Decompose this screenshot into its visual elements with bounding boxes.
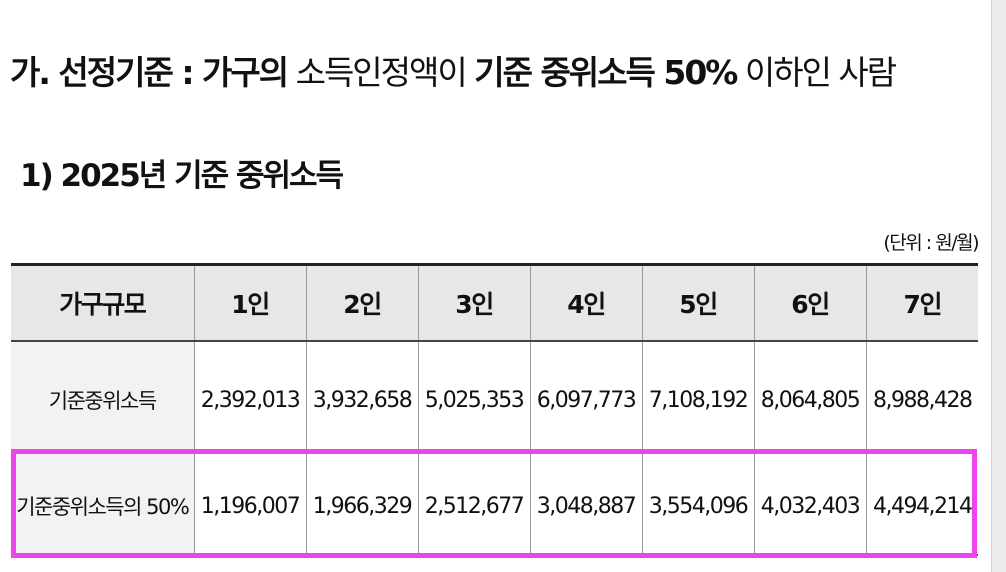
table-cell: 3,554,096 bbox=[641, 458, 755, 556]
header-col-1: 1인 bbox=[193, 263, 307, 342]
right-edge-strip bbox=[991, 0, 1006, 572]
subsection-heading: 1) 2025년 기준 중위소득 bbox=[20, 158, 344, 194]
header-col-6: 6인 bbox=[753, 263, 867, 342]
table-cell: 2,512,677 bbox=[417, 458, 531, 556]
header-col-4: 4인 bbox=[529, 263, 643, 342]
table-row: 기준중위소득의 50% 1,196,007 1,966,329 2,512,67… bbox=[11, 458, 978, 556]
table-cell: 4,494,214 bbox=[865, 458, 978, 556]
table-row: 기준중위소득 2,392,013 3,932,658 5,025,353 6,0… bbox=[11, 341, 978, 458]
table-cell: 7,108,192 bbox=[641, 341, 755, 458]
table-header-row: 가구규모 1인 2인 3인 4인 5인 6인 7인 bbox=[11, 263, 978, 342]
table-cell: 6,097,773 bbox=[529, 341, 643, 458]
median-income-table: 가구규모 1인 2인 3인 4인 5인 6인 7인 기준중위소득 2,392,0… bbox=[11, 263, 978, 556]
section-heading: 가. 선정기준 : 가구의 소득인정액이 기준 중위소득 50% 이하인 사람 bbox=[10, 46, 897, 94]
row-label-half-median: 기준중위소득의 50% bbox=[11, 458, 195, 556]
table-cell: 8,988,428 bbox=[865, 341, 978, 458]
heading-suffix: 이하인 사람 bbox=[736, 53, 897, 92]
heading-emphasis: 기준 중위소득 50% bbox=[474, 53, 738, 92]
header-household-size: 가구규모 bbox=[11, 263, 195, 342]
header-col-3: 3인 bbox=[417, 263, 531, 342]
header-col-5: 5인 bbox=[641, 263, 755, 342]
table-cell: 3,048,887 bbox=[529, 458, 643, 556]
table-cell: 3,932,658 bbox=[305, 341, 419, 458]
heading-middle: 소득인정액이 bbox=[287, 53, 475, 92]
table-cell: 1,196,007 bbox=[193, 458, 307, 556]
table-cell: 1,966,329 bbox=[305, 458, 419, 556]
table-cell: 2,392,013 bbox=[193, 341, 307, 458]
header-col-7: 7인 bbox=[865, 263, 978, 342]
heading-prefix: 가. 선정기준 : 가구의 bbox=[10, 53, 289, 92]
unit-note: (단위 : 원/월) bbox=[883, 232, 979, 254]
header-col-2: 2인 bbox=[305, 263, 419, 342]
table-cell: 8,064,805 bbox=[753, 341, 867, 458]
row-label-median: 기준중위소득 bbox=[11, 341, 195, 458]
table-cell: 5,025,353 bbox=[417, 341, 531, 458]
table-cell: 4,032,403 bbox=[753, 458, 867, 556]
